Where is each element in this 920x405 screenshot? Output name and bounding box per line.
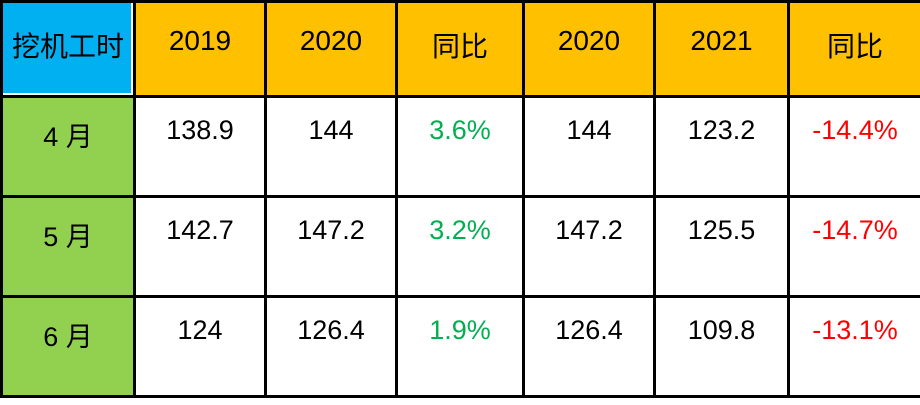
- yoy-negative-cell: -14.7%: [787, 195, 920, 298]
- value-cell: 125.5: [653, 195, 790, 298]
- col-header-2019: 2019: [133, 0, 267, 98]
- value-cell: 123.2: [653, 95, 790, 198]
- value-cell: 147.2: [522, 195, 656, 298]
- row-header-april: 4 月: [0, 95, 136, 198]
- row-header-june: 6 月: [0, 295, 136, 398]
- value-cell: 124: [133, 295, 267, 398]
- value-cell: 147.2: [264, 195, 398, 298]
- yoy-negative-cell: -13.1%: [787, 295, 920, 398]
- value-cell: 142.7: [133, 195, 267, 298]
- yoy-negative-cell: -14.4%: [787, 95, 920, 198]
- header-row: 挖机工时 2019 2020 同比 2020 2021 同比: [0, 0, 920, 98]
- col-header-2021: 2021: [653, 0, 790, 98]
- table-row-june: 6 月 124 126.4 1.9% 126.4 109.8 -13.1%: [0, 295, 920, 398]
- value-cell: 126.4: [522, 295, 656, 398]
- yoy-positive-cell: 3.6%: [395, 95, 525, 198]
- col-header-2020-left: 2020: [264, 0, 398, 98]
- value-cell: 138.9: [133, 95, 267, 198]
- col-header-2020-right: 2020: [522, 0, 656, 98]
- yoy-positive-cell: 1.9%: [395, 295, 525, 398]
- table-row-may: 5 月 142.7 147.2 3.2% 147.2 125.5 -14.7%: [0, 195, 920, 298]
- corner-header-label: 挖机工时: [0, 0, 136, 98]
- value-cell: 126.4: [264, 295, 398, 398]
- row-header-may: 5 月: [0, 195, 136, 298]
- col-header-yoy-right: 同比: [787, 0, 920, 98]
- value-cell: 144: [522, 95, 656, 198]
- col-header-yoy-left: 同比: [395, 0, 525, 98]
- yoy-positive-cell: 3.2%: [395, 195, 525, 298]
- value-cell: 144: [264, 95, 398, 198]
- table-row-april: 4 月 138.9 144 3.6% 144 123.2 -14.4%: [0, 95, 920, 198]
- value-cell: 109.8: [653, 295, 790, 398]
